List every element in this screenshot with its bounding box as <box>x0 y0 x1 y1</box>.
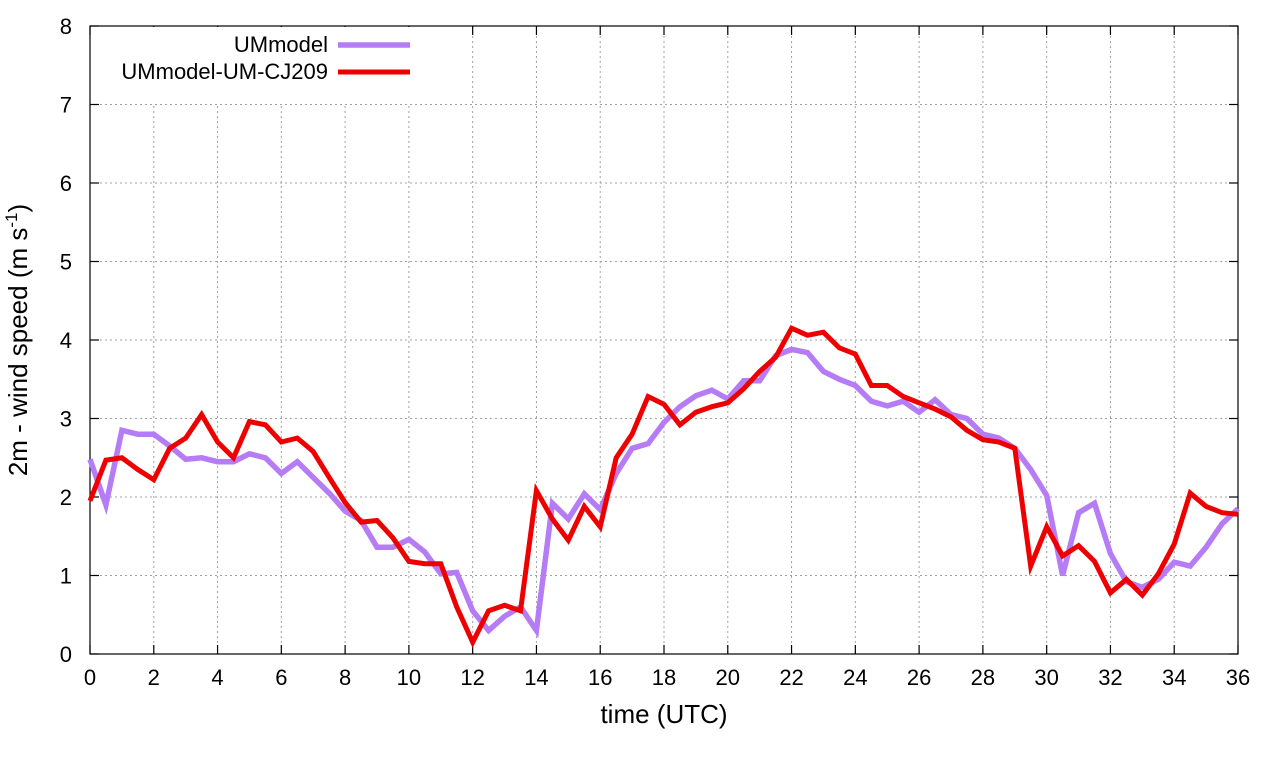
x-tick-label: 36 <box>1226 665 1250 690</box>
y-axis-title-superscript: -1 <box>2 213 21 228</box>
x-tick-label: 8 <box>339 665 351 690</box>
x-tick-label: 34 <box>1162 665 1186 690</box>
series-line-ummodel <box>87 346 1240 639</box>
x-tick-label: 14 <box>524 665 548 690</box>
legend-label: UMmodel-UM-CJ209 <box>121 59 328 84</box>
y-tick-label: 4 <box>60 328 72 353</box>
y-tick-label: 2 <box>60 485 72 510</box>
x-tick-label: 2 <box>148 665 160 690</box>
y-axis-title: 2m - wind speed (m s-1) <box>2 204 33 476</box>
x-tick-label: 22 <box>779 665 803 690</box>
x-tick-label: 4 <box>211 665 223 690</box>
x-tick-label: 12 <box>460 665 484 690</box>
x-tick-label: 28 <box>971 665 995 690</box>
series-group <box>87 324 1240 648</box>
legend-background <box>91 27 421 103</box>
y-tick-label: 3 <box>60 407 72 432</box>
x-tick-label: 6 <box>275 665 287 690</box>
y-axis-title-main: 2m - wind speed (m s <box>3 228 33 477</box>
y-tick-label: 1 <box>60 564 72 589</box>
x-tick-label: 26 <box>907 665 931 690</box>
y-tick-label: 8 <box>60 14 72 39</box>
x-axis-title: time (UTC) <box>600 699 727 729</box>
x-tick-label: 30 <box>1034 665 1058 690</box>
x-tick-label: 18 <box>652 665 676 690</box>
x-tick-label: 16 <box>588 665 612 690</box>
x-tick-label: 10 <box>397 665 421 690</box>
y-tick-label: 6 <box>60 171 72 196</box>
x-tick-label: 24 <box>843 665 867 690</box>
x-tick-label: 0 <box>84 665 96 690</box>
legend-label: UMmodel <box>234 32 328 57</box>
y-tick-label: 0 <box>60 642 72 667</box>
x-tick-label: 32 <box>1098 665 1122 690</box>
x-tick-label: 20 <box>716 665 740 690</box>
y-tick-label: 5 <box>60 250 72 275</box>
y-tick-label: 7 <box>60 93 72 118</box>
axis-ticks: 0 2 4 6 8 10 12 14 16 18 20 22 24 26 28 30 32 34 360123456… <box>60 14 1250 690</box>
y-axis-title-end: ) <box>3 204 33 213</box>
series-line-ummodel-um-cj209 <box>87 324 1239 648</box>
